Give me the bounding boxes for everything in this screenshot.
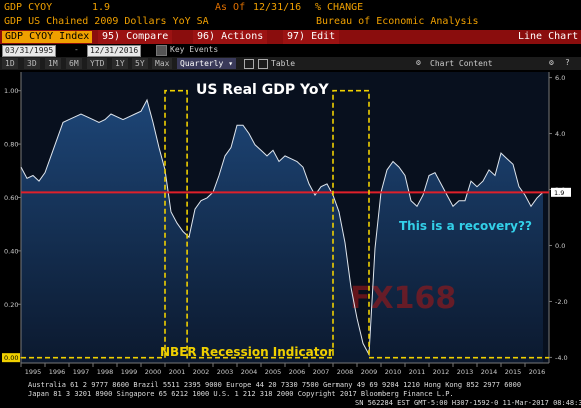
table-label[interactable]: Table	[271, 59, 296, 68]
gdp-chart: 1995 1996 1997 1998 1999 2000 2001 2002 2003 2004…	[2, 72, 571, 376]
recession-indicator-label: NBER Recession Indicator	[160, 345, 334, 359]
x-tick-label: 2003	[217, 368, 234, 376]
area-layer	[21, 100, 543, 363]
date-range-row: 03/31/1995 - 12/31/2016 Key Events	[0, 44, 581, 57]
right-tick-label: 0.0	[555, 242, 565, 250]
edit-label: Edit	[311, 31, 336, 42]
date-dash: -	[74, 45, 79, 54]
period-ytd[interactable]: YTD	[87, 58, 108, 69]
ticker: GDP CYOY	[4, 2, 53, 13]
start-date-field[interactable]: 03/31/1995	[2, 45, 57, 57]
x-tick-label: 2016	[529, 368, 546, 376]
right-tick-label: -2.0	[555, 298, 568, 306]
left-zero-tag	[2, 353, 20, 363]
period-toolbar: 1D 3D 1M 6M YTD 1Y 5Y Max Quarterly ▾ Ta…	[0, 57, 581, 70]
recovery-annotation: This is a recovery??	[399, 219, 532, 233]
x-tick-label: 2000	[145, 368, 162, 376]
footer-line-3: SN 562284 EST GMT-5:00 H307-1592-0 11-Ma…	[355, 399, 581, 407]
period-max[interactable]: Max	[152, 58, 173, 69]
x-tick-label: 1999	[121, 368, 138, 376]
left-tick-label: 0.20	[4, 301, 18, 309]
right-tick-label: -4.0	[555, 354, 568, 362]
last-value-box	[551, 187, 571, 197]
footer-line-1: Australia 61 2 9777 8600 Brazil 5511 239…	[28, 381, 522, 389]
compare-key: 95)	[102, 31, 121, 42]
x-tick-label: 1998	[97, 368, 114, 376]
x-axis: 1995 1996 1997 1998 1999 2000 2001 2002 2003 2004…	[20, 362, 549, 376]
right-tick-label: 6.0	[555, 74, 565, 82]
compare-label: Compare	[126, 31, 169, 42]
actions-button[interactable]: 96) Actions	[193, 30, 268, 44]
gear-icon[interactable]: ⚙	[549, 58, 554, 67]
table-icon[interactable]	[258, 59, 268, 69]
edit-key: 97)	[287, 31, 306, 42]
footer-line-2: Japan 81 3 3201 8900 Singapore 65 6212 1…	[28, 390, 454, 398]
as-of-date: 12/31/16	[253, 2, 302, 13]
left-tick-label: 0.60	[4, 194, 18, 202]
chart-type-label[interactable]: Line Chart	[518, 31, 579, 42]
index-field[interactable]: GDP CYOY Index	[2, 31, 93, 43]
line-chart-icon[interactable]	[244, 59, 254, 69]
end-date-field[interactable]: 12/31/2016	[87, 45, 142, 57]
compare-button[interactable]: 95) Compare	[98, 30, 173, 44]
left-tick-label: 0.80	[4, 141, 18, 149]
key-events-checkbox[interactable]	[156, 45, 167, 56]
left-tick-label: 0.40	[4, 247, 18, 255]
actions-key: 96)	[197, 31, 216, 42]
x-tick-label: 2009	[361, 368, 378, 376]
actions-label: Actions	[221, 31, 264, 42]
chevron-down-icon: ▾	[228, 59, 234, 68]
x-tick-label: 1995	[25, 368, 42, 376]
period-3d[interactable]: 3D	[24, 58, 40, 69]
x-tick-label: 2002	[193, 368, 210, 376]
left-axis: 1.00 0.80 0.60 0.40 0.20 0.00	[2, 72, 22, 363]
x-tick-label: 2010	[385, 368, 402, 376]
nber-recession-line	[21, 89, 549, 359]
last-value-tag: 1.9	[551, 187, 571, 197]
right-axis: 6.04.02.00.0-2.0-4.0	[548, 72, 568, 363]
x-tick-label: 1996	[49, 368, 66, 376]
chart-content-label[interactable]: Chart Content	[430, 59, 493, 68]
series-description: GDP US Chained 2009 Dollars YoY SA	[4, 16, 209, 27]
x-tick-label: 2011	[409, 368, 426, 376]
period-1m[interactable]: 1M	[45, 58, 61, 69]
description-row: GDP US Chained 2009 Dollars YoY SA Burea…	[0, 15, 581, 30]
x-tick-label: 2008	[337, 368, 354, 376]
right-tick-label: 4.0	[555, 130, 565, 138]
x-tick-label: 2007	[313, 368, 330, 376]
x-tick-label: 2005	[265, 368, 282, 376]
watermark-fx168: FX168	[350, 281, 456, 316]
series-layer	[20, 89, 549, 359]
frequency-value: Quarterly	[180, 59, 224, 68]
help-icon[interactable]: ?	[565, 58, 570, 67]
gdp-yoy-line	[20, 98, 544, 357]
period-5y[interactable]: 5Y	[132, 58, 148, 69]
gdp-area	[21, 100, 543, 363]
period-1y[interactable]: 1Y	[112, 58, 128, 69]
x-tick-label: 2014	[481, 368, 498, 376]
x-tick-label: 2013	[457, 368, 474, 376]
frequency-select[interactable]: Quarterly ▾	[177, 58, 237, 69]
data-source: Bureau of Economic Analysis	[316, 16, 479, 27]
x-tick-label: 2015	[505, 368, 522, 376]
left-tick-label: 1.00	[4, 87, 18, 95]
unit-label: % CHANGE	[315, 2, 364, 13]
x-tick-label: 2012	[433, 368, 450, 376]
key-events-label: Key Events	[170, 45, 219, 54]
last-value: 1.9	[92, 2, 111, 13]
menu-bar: GDP CYOY Index 95) Compare 96) Actions 9…	[0, 30, 581, 44]
x-tick-label: 1997	[73, 368, 90, 376]
x-tick-label: 2004	[241, 368, 258, 376]
period-1d[interactable]: 1D	[2, 58, 18, 69]
last-value-text: 1.9	[554, 189, 564, 197]
header-row: GDP CYOY 1.9 As Of 12/31/16 % CHANGE	[0, 0, 581, 15]
chart-title: US Real GDP YoY	[196, 82, 329, 98]
as-of-label: As Of	[215, 2, 246, 13]
x-tick-label: 2001	[169, 368, 186, 376]
chart-settings-icon[interactable]: ⚙	[416, 58, 421, 67]
edit-button[interactable]: 97) Edit	[283, 30, 340, 44]
x-tick-label: 2006	[289, 368, 306, 376]
left-tick-label: 0.00	[4, 354, 18, 362]
period-6m[interactable]: 6M	[66, 58, 82, 69]
